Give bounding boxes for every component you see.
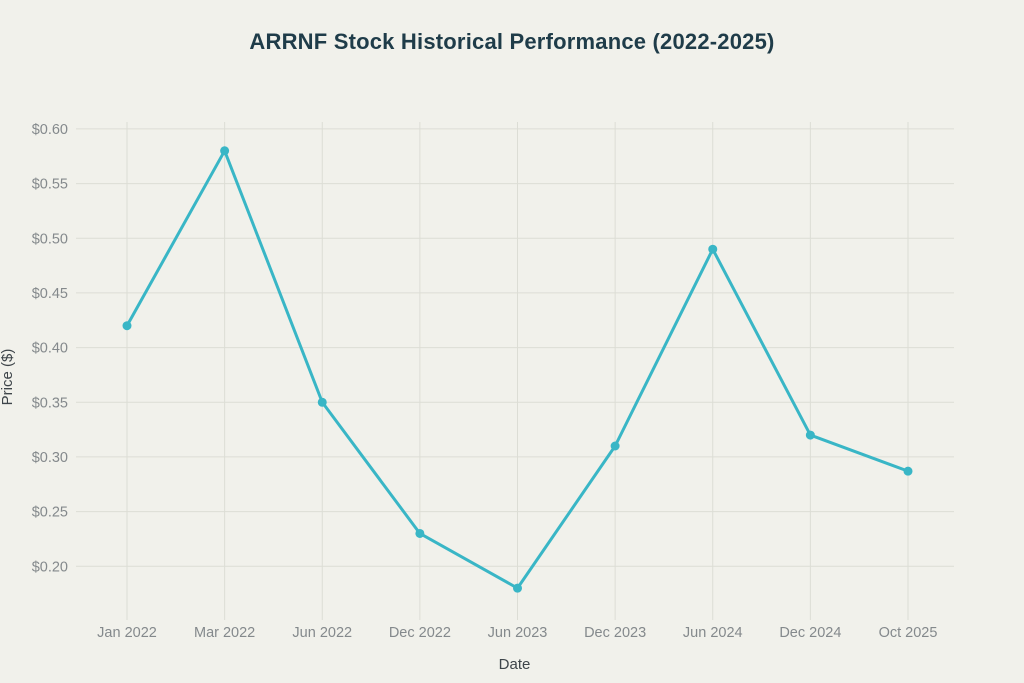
x-tick-label: Dec 2024 <box>779 625 841 641</box>
data-point-marker <box>122 321 132 331</box>
y-tick-label: $0.30 <box>32 450 68 466</box>
x-tick-label: Jun 2023 <box>488 625 548 641</box>
x-axis-label: Date <box>498 656 531 673</box>
data-point-marker <box>610 441 620 451</box>
data-point-marker <box>805 430 815 440</box>
x-tick-label: Oct 2025 <box>879 625 938 641</box>
data-point-marker <box>513 583 522 593</box>
y-tick-label: $0.20 <box>32 559 68 575</box>
x-tick-label: Jan 2022 <box>97 625 157 641</box>
data-point-marker <box>708 244 718 254</box>
x-tick-label: Mar 2022 <box>194 625 255 641</box>
y-tick-label: $0.60 <box>32 122 68 138</box>
x-tick-label: Dec 2022 <box>389 625 451 641</box>
data-point-marker <box>220 146 230 156</box>
y-tick-label: $0.50 <box>32 231 68 247</box>
y-tick-label: $0.55 <box>32 177 68 193</box>
data-point-marker <box>903 466 913 476</box>
y-tick-label: $0.40 <box>32 341 68 357</box>
y-tick-label: $0.25 <box>32 505 68 521</box>
chart-title: ARRNF Stock Historical Performance (2022… <box>249 29 775 54</box>
x-tick-label: Dec 2023 <box>584 625 646 641</box>
data-point-marker <box>317 397 327 407</box>
x-tick-label: Jun 2024 <box>683 625 743 641</box>
data-point-marker <box>415 528 425 538</box>
x-tick-label: Jun 2022 <box>292 625 352 641</box>
y-tick-label: $0.45 <box>32 286 68 302</box>
y-tick-label: $0.35 <box>32 395 68 411</box>
